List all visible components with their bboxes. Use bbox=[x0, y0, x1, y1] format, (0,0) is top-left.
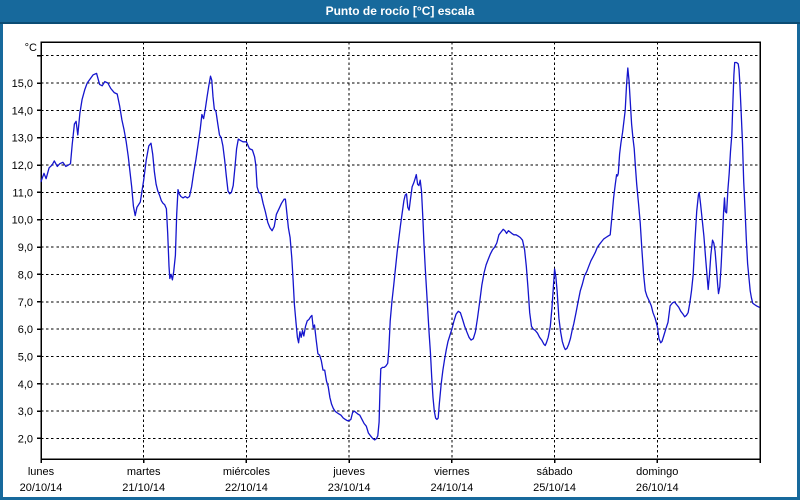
y-tick-label: 10,0 bbox=[12, 215, 33, 227]
y-tick-label: 7,0 bbox=[18, 297, 33, 309]
chart-area: °C 15,0 14,0 13,0 12,0 11,0 10,0 9,0 8,0 7,0 6,0 5… bbox=[0, 24, 800, 500]
y-tick-label: 9,0 bbox=[18, 242, 33, 254]
plot-border bbox=[40, 41, 761, 460]
dew-point-line bbox=[40, 61, 760, 441]
y-tick-label: 13,0 bbox=[12, 133, 33, 145]
day-name-label: viernes bbox=[434, 466, 470, 478]
day-name-label: martes bbox=[127, 466, 161, 478]
day-date-label: 20/10/14 bbox=[20, 482, 63, 494]
y-tick-label: 14,0 bbox=[12, 105, 33, 117]
day-date-label: 26/10/14 bbox=[636, 482, 679, 494]
day-date-label: 24/10/14 bbox=[430, 482, 473, 494]
y-tick-label: 8,0 bbox=[18, 269, 33, 281]
day-name-label: jueves bbox=[332, 466, 365, 478]
day-date-label: 22/10/14 bbox=[225, 482, 268, 494]
window-title: Punto de rocío [°C] escala bbox=[325, 4, 475, 18]
y-tick-label: 15,0 bbox=[12, 78, 33, 90]
y-tick-label: 4,0 bbox=[18, 379, 33, 391]
y-tick-label: 3,0 bbox=[18, 406, 33, 418]
day-name-label: miércoles bbox=[223, 466, 271, 478]
y-tick-label: 6,0 bbox=[18, 324, 33, 336]
day-date-label: 25/10/14 bbox=[533, 482, 576, 494]
y-tick-label: 5,0 bbox=[18, 351, 33, 363]
y-tick-label: 12,0 bbox=[12, 160, 33, 172]
title-bar: Punto de rocío [°C] escala bbox=[0, 0, 800, 24]
y-tick-label: 2,0 bbox=[18, 433, 33, 445]
y-tick-label: 11,0 bbox=[12, 187, 33, 199]
day-name-label: lunes bbox=[28, 466, 55, 478]
day-date-label: 21/10/14 bbox=[122, 482, 165, 494]
day-date-label: 23/10/14 bbox=[328, 482, 371, 494]
y-unit-label: °C bbox=[25, 42, 37, 54]
day-name-label: domingo bbox=[636, 466, 678, 478]
day-name-label: sábado bbox=[537, 466, 573, 478]
